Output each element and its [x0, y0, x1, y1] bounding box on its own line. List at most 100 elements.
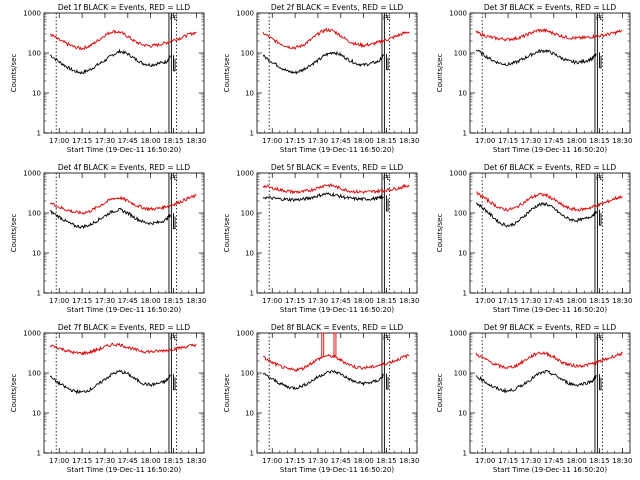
x-tick-label: 17:15 — [72, 137, 92, 145]
series-line-lld — [476, 191, 623, 212]
x-axis-label: Start Time (19-Dec-11 16:50:20) — [280, 306, 394, 314]
x-tick-label: 18:00 — [141, 297, 161, 305]
x-tick-label: 17:15 — [498, 457, 518, 465]
x-tick-label: 18:15 — [589, 137, 609, 145]
flag-label: FE — [170, 14, 178, 22]
y-tick-label: 1 — [37, 130, 41, 138]
series-line-events — [49, 48, 171, 75]
y-tick-label: 10 — [245, 250, 254, 258]
x-tick-label: 17:00 — [475, 297, 495, 305]
y-tick-label: 1 — [463, 130, 467, 138]
x-axis-label: Start Time (19-Dec-11 16:50:20) — [280, 466, 394, 474]
x-tick-label: 18:30 — [399, 457, 419, 465]
x-tick-label: 17:45 — [544, 297, 564, 305]
x-tick-label: 18:15 — [376, 297, 396, 305]
x-tick-label: 18:00 — [567, 297, 587, 305]
lld-spike — [321, 332, 325, 358]
y-tick-label: 10 — [245, 90, 254, 98]
chart-panel-9: Det 9f BLACK = Events, RED = LLD 1 10 100 10… — [436, 323, 632, 474]
x-axis-label: Start Time (19-Dec-11 16:50:20) — [493, 146, 607, 154]
plot-frame — [256, 12, 418, 134]
series-line-events — [475, 370, 597, 394]
series-tail-events — [386, 195, 389, 212]
x-tick-label: 18:15 — [376, 457, 396, 465]
flag-label: FE — [170, 174, 178, 182]
series-line-lld — [49, 29, 197, 51]
y-tick-label: 1 — [250, 130, 254, 138]
x-tick-label: 17:15 — [285, 297, 305, 305]
y-tick-label: 100 — [241, 210, 254, 218]
x-tick-label: 17:15 — [285, 137, 305, 145]
chart-panel-1: Det 1f BLACK = Events, RED = LLD 1 10 100 10… — [10, 3, 206, 154]
y-tick-label: 1 — [37, 450, 41, 458]
series-line-events — [475, 201, 597, 228]
x-tick-label: 18:00 — [141, 137, 161, 145]
plot-frame — [43, 332, 205, 454]
series-line-lld — [49, 342, 197, 356]
x-tick-label: 17:00 — [475, 137, 495, 145]
y-tick-label: 1 — [463, 290, 467, 298]
flag-label: FE — [383, 334, 391, 342]
series-line-events — [50, 207, 171, 230]
x-tick-label: 17:30 — [95, 457, 115, 465]
y-tick-label: 100 — [241, 370, 254, 378]
x-tick-label: 17:30 — [308, 457, 328, 465]
x-tick-label: 17:15 — [72, 297, 92, 305]
y-tick-label: 10 — [245, 410, 254, 418]
chart-panel-4: Det 4f BLACK = Events, RED = LLD 1 10 100 10… — [10, 163, 206, 314]
series-line-lld — [475, 350, 623, 370]
chart-panel-7: Det 7f BLACK = Events, RED = LLD 1 10 100 10… — [10, 323, 206, 474]
plot-frame — [469, 12, 631, 134]
x-tick-label: 18:30 — [612, 457, 632, 465]
x-axis-label: Start Time (19-Dec-11 16:50:20) — [67, 146, 181, 154]
x-tick-label: 18:00 — [354, 457, 374, 465]
x-tick-label: 17:30 — [308, 297, 328, 305]
x-tick-label: 17:45 — [544, 457, 564, 465]
x-axis-label: Start Time (19-Dec-11 16:50:20) — [280, 146, 394, 154]
flag-label: FE — [596, 174, 604, 182]
y-tick-label: 1 — [250, 450, 254, 458]
y-tick-label: 100 — [241, 50, 254, 58]
x-tick-label: 17:45 — [331, 297, 351, 305]
series-tail-events — [386, 54, 389, 71]
chart-panel-6: Det 6f BLACK = Events, RED = LLD 1 10 100 10… — [436, 163, 632, 314]
y-tick-label: 1000 — [236, 330, 254, 338]
x-tick-label: 18:30 — [186, 457, 206, 465]
x-tick-label: 17:45 — [331, 137, 351, 145]
y-axis-label: Counts/sec — [223, 374, 231, 413]
y-tick-label: 1000 — [449, 10, 467, 18]
flag-label: FE — [596, 334, 604, 342]
x-tick-label: 18:00 — [141, 457, 161, 465]
plot-frame — [43, 12, 205, 134]
series-line-lld — [262, 27, 410, 51]
y-axis-label: Counts/sec — [10, 374, 18, 413]
x-tick-label: 18:00 — [567, 137, 587, 145]
x-tick-label: 18:15 — [163, 297, 183, 305]
x-tick-label: 17:30 — [521, 297, 541, 305]
y-tick-label: 1 — [463, 450, 467, 458]
chart-panel-3: Det 3f BLACK = Events, RED = LLD 1 10 100 10… — [436, 3, 632, 154]
flag-label: FE — [383, 174, 391, 182]
x-tick-label: 17:00 — [49, 297, 69, 305]
y-tick-label: 1 — [37, 290, 41, 298]
y-tick-label: 10 — [32, 250, 41, 258]
plot-frame — [469, 172, 631, 294]
y-tick-label: 10 — [458, 410, 467, 418]
plot-frame — [469, 332, 631, 454]
x-tick-label: 18:15 — [589, 297, 609, 305]
series-tail-events — [173, 55, 176, 72]
x-tick-label: 17:00 — [262, 137, 282, 145]
y-tick-label: 100 — [454, 210, 467, 218]
chart-title: Det 8f BLACK = Events, RED = LLD — [271, 323, 404, 332]
y-tick-label: 1000 — [236, 10, 254, 18]
flag-label: FE — [383, 14, 391, 22]
x-tick-label: 18:15 — [376, 137, 396, 145]
x-axis-label: Start Time (19-Dec-11 16:50:20) — [493, 466, 607, 474]
flag-label: FE — [170, 334, 178, 342]
plot-frame — [256, 172, 418, 294]
y-tick-label: 1000 — [236, 170, 254, 178]
y-tick-label: 10 — [32, 90, 41, 98]
series-tail-events — [386, 373, 389, 390]
chart-title: Det 5f BLACK = Events, RED = LLD — [271, 163, 404, 172]
